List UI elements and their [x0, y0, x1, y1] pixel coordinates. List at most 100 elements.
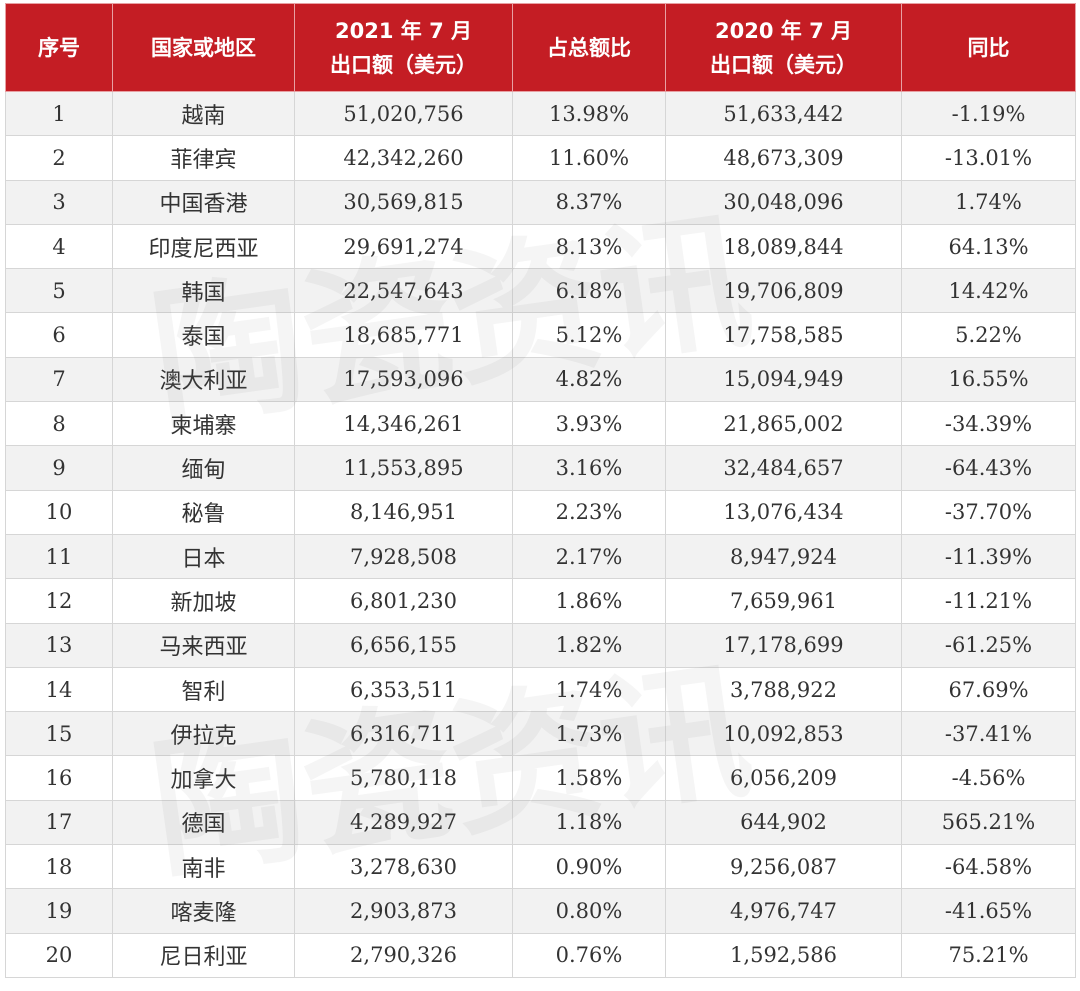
cell-export-2021: 2,790,326	[294, 932, 513, 978]
cell-rank: 6	[5, 312, 113, 358]
cell-export-2021: 14,346,261	[294, 401, 513, 447]
header-export-2021-line2: 出口额（美元）	[330, 52, 477, 77]
cell-rank: 16	[5, 755, 113, 801]
header-export-2020: 2020 年 7 月 出口额（美元）	[665, 3, 902, 92]
cell-yoy: -34.39%	[901, 401, 1076, 447]
cell-yoy: 5.22%	[901, 312, 1076, 358]
table-row: 11 日本 7,928,508 2.17% 8,947,924 -11.39%	[5, 533, 1076, 580]
cell-region: 柬埔寨	[112, 401, 295, 447]
cell-region: 中国香港	[112, 179, 295, 225]
cell-share: 0.80%	[512, 888, 666, 934]
cell-share: 6.18%	[512, 268, 666, 314]
cell-region: 印度尼西亚	[112, 223, 295, 270]
cell-rank: 3	[5, 179, 113, 225]
cell-export-2021: 30,569,815	[294, 179, 513, 225]
cell-share: 13.98%	[512, 90, 666, 137]
cell-rank: 14	[5, 666, 113, 713]
cell-export-2020: 32,484,657	[665, 445, 902, 491]
cell-share: 5.12%	[512, 312, 666, 358]
cell-export-2021: 29,691,274	[294, 223, 513, 270]
cell-region: 伊拉克	[112, 711, 295, 757]
cell-rank: 1	[5, 90, 113, 137]
cell-region: 喀麦隆	[112, 888, 295, 934]
cell-region: 日本	[112, 533, 295, 580]
cell-yoy: 1.74%	[901, 179, 1076, 225]
cell-share: 2.23%	[512, 489, 666, 535]
cell-export-2020: 644,902	[665, 799, 902, 846]
cell-share: 4.82%	[512, 356, 666, 403]
cell-yoy: 67.69%	[901, 666, 1076, 713]
cell-yoy: -11.21%	[901, 578, 1076, 624]
cell-export-2020: 30,048,096	[665, 179, 902, 225]
cell-region: 菲律宾	[112, 135, 295, 181]
cell-region: 泰国	[112, 312, 295, 358]
cell-share: 3.16%	[512, 445, 666, 491]
header-region: 国家或地区	[112, 3, 295, 92]
cell-export-2021: 3,278,630	[294, 844, 513, 890]
table-row: 17 德国 4,289,927 1.18% 644,902 565.21%	[5, 799, 1076, 846]
cell-region: 缅甸	[112, 445, 295, 491]
cell-yoy: 16.55%	[901, 356, 1076, 403]
cell-export-2021: 7,928,508	[294, 533, 513, 580]
header-export-2020-line1: 2020 年 7 月	[715, 18, 852, 43]
cell-export-2021: 6,656,155	[294, 622, 513, 668]
cell-share: 1.74%	[512, 666, 666, 713]
cell-export-2021: 42,342,260	[294, 135, 513, 181]
cell-rank: 10	[5, 489, 113, 535]
cell-export-2020: 10,092,853	[665, 711, 902, 757]
cell-export-2020: 19,706,809	[665, 268, 902, 314]
table-row: 20 尼日利亚 2,790,326 0.76% 1,592,586 75.21%	[5, 932, 1076, 978]
cell-yoy: 14.42%	[901, 268, 1076, 314]
cell-yoy: -1.19%	[901, 90, 1076, 137]
cell-share: 1.82%	[512, 622, 666, 668]
cell-rank: 4	[5, 223, 113, 270]
cell-export-2021: 5,780,118	[294, 755, 513, 801]
cell-yoy: -64.43%	[901, 445, 1076, 491]
cell-rank: 19	[5, 888, 113, 934]
header-rank: 序号	[5, 3, 113, 92]
cell-yoy: -11.39%	[901, 533, 1076, 580]
cell-export-2020: 21,865,002	[665, 401, 902, 447]
cell-region: 德国	[112, 799, 295, 846]
table-header: 序号 国家或地区 2021 年 7 月 出口额（美元） 占总额比 2020 年 …	[5, 3, 1076, 92]
cell-export-2020: 18,089,844	[665, 223, 902, 270]
table-row: 3 中国香港 30,569,815 8.37% 30,048,096 1.74%	[5, 179, 1076, 225]
table-body: 1 越南 51,020,756 13.98% 51,633,442 -1.19% 2 菲律宾 4…	[5, 90, 1076, 978]
cell-rank: 13	[5, 622, 113, 668]
table-row: 8 柬埔寨 14,346,261 3.93% 21,865,002 -34.39%	[5, 401, 1076, 447]
cell-export-2021: 22,547,643	[294, 268, 513, 314]
cell-region: 韩国	[112, 268, 295, 314]
cell-rank: 20	[5, 932, 113, 978]
cell-export-2021: 2,903,873	[294, 888, 513, 934]
cell-rank: 17	[5, 799, 113, 846]
cell-yoy: 75.21%	[901, 932, 1076, 978]
cell-export-2020: 48,673,309	[665, 135, 902, 181]
cell-rank: 11	[5, 533, 113, 580]
header-row: 序号 国家或地区 2021 年 7 月 出口额（美元） 占总额比 2020 年 …	[5, 3, 1076, 92]
cell-region: 越南	[112, 90, 295, 137]
header-yoy: 同比	[901, 3, 1076, 92]
cell-share: 1.18%	[512, 799, 666, 846]
cell-yoy: -61.25%	[901, 622, 1076, 668]
cell-export-2021: 17,593,096	[294, 356, 513, 403]
table-row: 6 泰国 18,685,771 5.12% 17,758,585 5.22%	[5, 312, 1076, 358]
header-export-2020-line2: 出口额（美元）	[710, 52, 857, 77]
table-row: 2 菲律宾 42,342,260 11.60% 48,673,309 -13.01%	[5, 135, 1076, 181]
cell-export-2021: 6,316,711	[294, 711, 513, 757]
cell-export-2020: 4,976,747	[665, 888, 902, 934]
cell-region: 新加坡	[112, 578, 295, 624]
cell-yoy: 64.13%	[901, 223, 1076, 270]
cell-export-2020: 17,178,699	[665, 622, 902, 668]
cell-share: 2.17%	[512, 533, 666, 580]
cell-export-2021: 51,020,756	[294, 90, 513, 137]
cell-share: 3.93%	[512, 401, 666, 447]
cell-rank: 15	[5, 711, 113, 757]
cell-region: 加拿大	[112, 755, 295, 801]
cell-yoy: -64.58%	[901, 844, 1076, 890]
cell-share: 0.90%	[512, 844, 666, 890]
cell-yoy: -37.41%	[901, 711, 1076, 757]
cell-region: 尼日利亚	[112, 932, 295, 978]
cell-rank: 2	[5, 135, 113, 181]
cell-export-2020: 1,592,586	[665, 932, 902, 978]
cell-export-2020: 17,758,585	[665, 312, 902, 358]
